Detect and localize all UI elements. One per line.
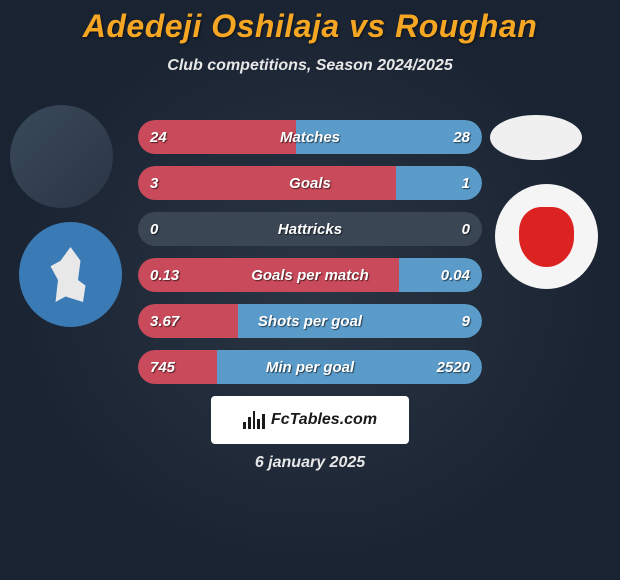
stat-row: 0.13Goals per match0.04 bbox=[138, 258, 482, 292]
stat-label: Shots per goal bbox=[138, 313, 482, 330]
player-left-photo bbox=[10, 105, 113, 208]
stat-row: 0Hattricks0 bbox=[138, 212, 482, 246]
date-label: 6 january 2025 bbox=[0, 454, 620, 472]
stat-label: Hattricks bbox=[138, 221, 482, 238]
stat-value-right: 0 bbox=[462, 221, 470, 238]
stat-row: 24Matches28 bbox=[138, 120, 482, 154]
club-badge-left bbox=[19, 222, 122, 327]
stat-value-right: 1 bbox=[462, 175, 470, 192]
stat-value-left: 0.13 bbox=[150, 267, 179, 284]
vs-title: Adedeji Oshilaja vs Roughan bbox=[0, 0, 620, 45]
stat-value-left: 3 bbox=[150, 175, 158, 192]
club-badge-right bbox=[495, 184, 598, 289]
stat-value-left: 3.67 bbox=[150, 313, 179, 330]
stat-value-right: 9 bbox=[462, 313, 470, 330]
stat-value-left: 24 bbox=[150, 129, 167, 146]
stat-row: 745Min per goal2520 bbox=[138, 350, 482, 384]
stat-label: Goals per match bbox=[138, 267, 482, 284]
stat-label: Goals bbox=[138, 175, 482, 192]
stats-panel: 24Matches28 3Goals1 0Hattricks0 0.13Goals p… bbox=[138, 120, 482, 396]
stat-value-right: 0.04 bbox=[441, 267, 470, 284]
player-right-photo bbox=[490, 115, 582, 160]
stat-row: 3Goals1 bbox=[138, 166, 482, 200]
stat-value-right: 28 bbox=[453, 129, 470, 146]
stat-value-right: 2520 bbox=[437, 359, 470, 376]
stat-label: Matches bbox=[138, 129, 482, 146]
brand-text: FcTables.com bbox=[271, 411, 377, 429]
stat-row: 3.67Shots per goal9 bbox=[138, 304, 482, 338]
stat-value-left: 745 bbox=[150, 359, 175, 376]
stat-label: Min per goal bbox=[138, 359, 482, 376]
brand-badge: FcTables.com bbox=[211, 396, 409, 444]
subtitle: Club competitions, Season 2024/2025 bbox=[0, 57, 620, 75]
brand-bars-icon bbox=[243, 411, 265, 429]
stat-value-left: 0 bbox=[150, 221, 158, 238]
